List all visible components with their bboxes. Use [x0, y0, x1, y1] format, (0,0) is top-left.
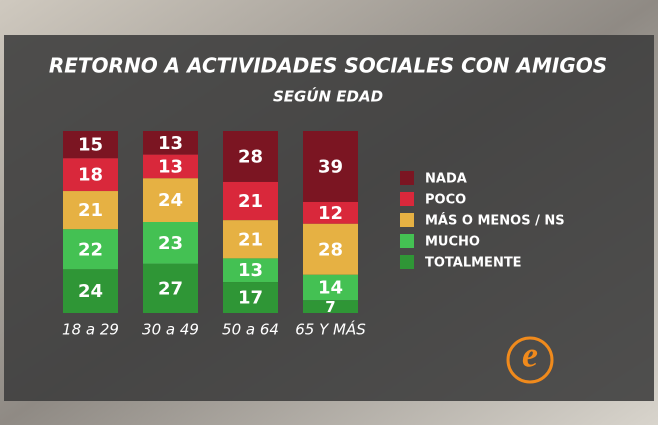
- bar-segment: [143, 154, 198, 179]
- bar-segment: [63, 158, 118, 192]
- legend-swatch: [400, 255, 414, 269]
- x-tick-label: 30 a 49: [142, 321, 199, 339]
- legend-swatch: [400, 171, 414, 185]
- bar-segment: [143, 263, 198, 313]
- legend-swatch: [400, 234, 414, 248]
- value-label: 14: [318, 278, 343, 299]
- value-label: 17: [238, 288, 263, 309]
- bar-segment: [63, 229, 118, 270]
- bar-segment: [143, 178, 198, 222]
- legend-label: MUCHO: [425, 235, 480, 250]
- x-tick-label: 65 Y MÁS: [295, 320, 366, 339]
- value-label: 15: [78, 135, 103, 156]
- logo: e: [522, 334, 538, 374]
- legend-label: NADA: [425, 172, 467, 187]
- legend-label: TOTALMENTE: [425, 256, 522, 271]
- value-label: 22: [78, 239, 103, 260]
- value-label: 39: [318, 156, 343, 177]
- x-tick-label: 50 a 64: [222, 321, 279, 339]
- value-label: 21: [238, 229, 263, 250]
- bar-segment: [303, 300, 358, 313]
- bar-segment: [223, 220, 278, 259]
- value-label: 24: [78, 281, 103, 302]
- chart-title: RETORNO A ACTIVIDADES SOCIALES CON AMIGO…: [49, 54, 607, 78]
- legend-swatch: [400, 192, 414, 206]
- bar-segment: [223, 258, 278, 283]
- value-label: 21: [78, 200, 103, 221]
- value-label: 18: [78, 165, 103, 186]
- value-label: 12: [318, 203, 343, 224]
- logo-ring: [506, 336, 554, 384]
- x-tick-label: 18 a 29: [62, 321, 119, 339]
- bar-segment: [303, 201, 358, 224]
- bar-segment: [223, 131, 278, 182]
- value-label: 27: [158, 278, 183, 299]
- value-label: 7: [325, 298, 335, 316]
- bar-segment: [143, 222, 198, 264]
- value-label: 13: [238, 260, 263, 281]
- value-label: 21: [238, 191, 263, 212]
- bar-segment: [63, 269, 118, 313]
- bar-segment: [143, 131, 198, 155]
- value-label: 28: [238, 146, 263, 167]
- value-label: 13: [158, 156, 183, 177]
- bar-segment: [303, 274, 358, 301]
- bar-segment: [303, 131, 358, 202]
- legend-label: POCO: [425, 193, 466, 208]
- bar-segment: [223, 181, 278, 221]
- value-label: 24: [158, 190, 183, 211]
- bar-segment: [63, 191, 118, 230]
- value-label: 23: [158, 233, 183, 254]
- bar-segment: [223, 282, 278, 313]
- chart-subtitle: SEGÚN EDAD: [273, 87, 383, 106]
- legend-swatch: [400, 213, 414, 227]
- value-label: 13: [158, 133, 183, 154]
- bar-segment: [63, 131, 118, 159]
- value-label: 28: [318, 239, 343, 260]
- legend-label: MÁS O MENOS / NS: [425, 213, 565, 229]
- bar-segment: [303, 223, 358, 275]
